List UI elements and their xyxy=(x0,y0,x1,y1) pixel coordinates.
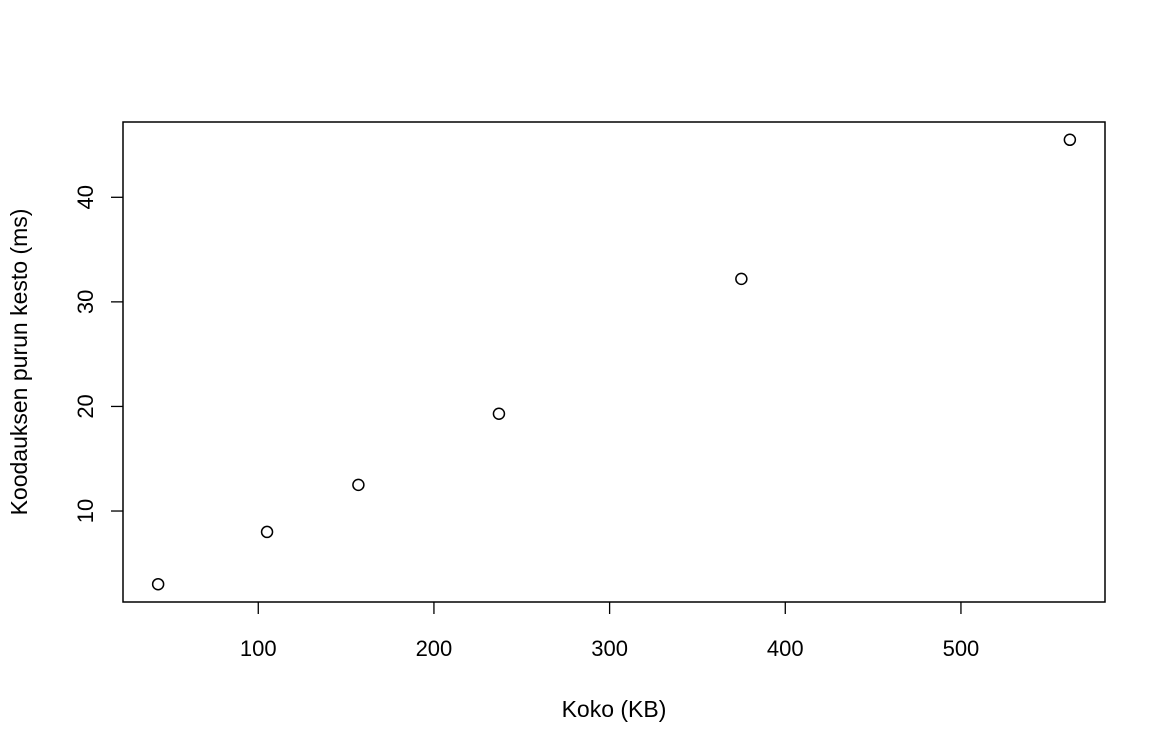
data-point xyxy=(260,525,274,539)
axis-ticks: 100 200 300 400 500 10 20 30 40 xyxy=(73,185,979,661)
x-tick-label: 200 xyxy=(416,636,453,661)
data-point xyxy=(492,407,506,421)
data-point xyxy=(151,577,165,591)
y-tick-label: 40 xyxy=(73,185,98,209)
data-point xyxy=(352,478,365,492)
x-tick-label: 500 xyxy=(943,636,980,661)
y-tick-label: 20 xyxy=(73,394,98,418)
data-point xyxy=(1063,133,1077,147)
x-tick-label: 400 xyxy=(767,636,804,661)
y-tick-label: 30 xyxy=(73,290,98,314)
y-tick-label: 10 xyxy=(73,499,98,523)
data-points xyxy=(151,133,1077,591)
x-tick-label: 100 xyxy=(240,636,277,661)
plot-frame xyxy=(122,121,1106,603)
y-axis-title: Koodauksen purun kesto (ms) xyxy=(6,209,32,516)
x-tick-label: 300 xyxy=(591,636,628,661)
x-axis-title: Koko (KB) xyxy=(562,696,667,722)
data-point xyxy=(735,272,748,286)
